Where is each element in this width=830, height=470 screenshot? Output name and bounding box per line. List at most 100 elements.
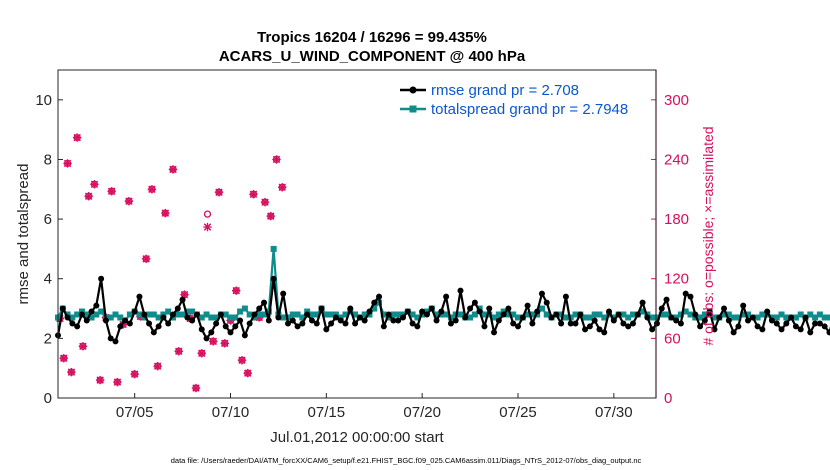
rmse-point <box>553 311 560 318</box>
totalspread-point <box>620 311 627 318</box>
totalspread-point <box>189 308 196 315</box>
totalspread-point <box>481 311 488 318</box>
y-tick-label: 8 <box>44 151 52 168</box>
rmse-point <box>486 305 493 312</box>
rmse-point <box>601 329 608 336</box>
rmse-point <box>457 287 464 294</box>
rmse-point <box>308 317 315 324</box>
rmse-point <box>390 317 397 324</box>
rmse-point <box>543 299 550 306</box>
rmse-point <box>275 314 282 321</box>
y-axis-left-label: rmse and totalspread <box>15 164 32 305</box>
rmse-point <box>246 320 253 327</box>
rmse-point <box>414 323 421 330</box>
rmse-point <box>673 317 680 324</box>
x-tick-label: 07/20 <box>403 404 441 421</box>
rmse-point <box>299 320 306 327</box>
obs-assimilated-marker <box>191 383 201 393</box>
rmse-point <box>251 311 258 318</box>
rmse-point <box>562 293 569 300</box>
totalspread-point <box>299 314 306 321</box>
totalspread-point <box>596 311 603 318</box>
rmse-point <box>548 314 555 321</box>
rmse-point <box>289 317 296 324</box>
obs-assimilated-marker <box>63 159 72 168</box>
y-right-tick-label: 240 <box>664 151 689 168</box>
totalspread-point <box>294 311 301 318</box>
rmse-point <box>294 323 301 330</box>
rmse-point <box>471 299 478 306</box>
rmse-point <box>376 293 383 300</box>
totalspread-point <box>663 311 670 318</box>
obs-assimilated-marker <box>153 361 162 371</box>
totalspread-point <box>150 311 157 318</box>
obs-assimilated-marker <box>168 165 178 174</box>
rmse-point <box>476 308 483 315</box>
y-tick-label: 4 <box>44 271 52 288</box>
rmse-point <box>534 308 541 315</box>
rmse-point <box>639 299 646 306</box>
rmse-point <box>668 314 675 321</box>
y-tick-label: 6 <box>44 211 52 228</box>
obs-assimilated-marker <box>161 208 170 218</box>
obs-assimilated-marker <box>214 188 224 197</box>
totalspread-point <box>179 311 186 318</box>
totalspread-point <box>352 311 359 318</box>
rmse-point <box>740 302 747 309</box>
rmse-point <box>807 329 814 336</box>
rmse-point <box>428 305 435 312</box>
totalspread-point <box>812 314 819 321</box>
totalspread-point <box>208 314 215 321</box>
totalspread-point <box>778 311 785 318</box>
rmse-point <box>500 311 507 318</box>
rmse-point <box>366 308 373 315</box>
rmse-point <box>572 320 579 327</box>
rmse-point <box>270 275 277 282</box>
rmse-point <box>332 314 339 321</box>
rmse-point <box>519 314 526 321</box>
obs-assimilated-marker <box>90 180 99 189</box>
totalspread-point <box>117 314 124 321</box>
totalspread-point <box>93 311 100 318</box>
rmse-point <box>78 311 85 318</box>
rmse-point <box>318 305 325 312</box>
rmse-point <box>352 320 359 327</box>
rmse-point <box>816 320 823 327</box>
totalspread-point <box>625 314 632 321</box>
totalspread-point <box>414 314 421 321</box>
totalspread-point <box>572 311 579 318</box>
totalspread-point <box>342 311 349 318</box>
rmse-point <box>692 311 699 318</box>
rmse-point <box>64 314 71 321</box>
totalspread-point <box>289 311 296 318</box>
y-tick-label: 2 <box>44 330 52 347</box>
rmse-point <box>826 329 830 336</box>
rmse-point <box>117 323 124 330</box>
rmse-point <box>419 308 426 315</box>
obs-assimilated-marker <box>72 133 82 142</box>
totalspread-point <box>361 311 368 318</box>
totalspread-point <box>682 308 689 315</box>
rmse-point <box>697 323 704 330</box>
rmse-point <box>625 323 632 330</box>
rmse-point <box>323 326 330 333</box>
rmse-point <box>649 326 656 333</box>
totalspread-point <box>721 311 728 318</box>
totalspread-point <box>649 314 656 321</box>
rmse-point <box>606 308 613 315</box>
rmse-point <box>150 329 157 336</box>
totalspread-point <box>797 311 804 318</box>
rmse-point <box>586 323 593 330</box>
y-right-tick-label: 300 <box>664 92 689 109</box>
obs-assimilated-marker <box>197 349 206 358</box>
x-axis: 07/05 07/10 07/15 07/20 07/25 07/30 <box>116 393 633 421</box>
obs-assimilated-marker <box>141 254 151 264</box>
rmse-point <box>682 290 689 297</box>
totalspread-point <box>582 314 589 321</box>
rmse-point <box>558 320 565 327</box>
rmse-point <box>538 290 545 297</box>
obs-count-markers <box>55 133 287 393</box>
obs-assimilated-marker <box>147 185 157 194</box>
totalspread-point <box>630 311 636 318</box>
totalspread-point <box>701 311 708 318</box>
